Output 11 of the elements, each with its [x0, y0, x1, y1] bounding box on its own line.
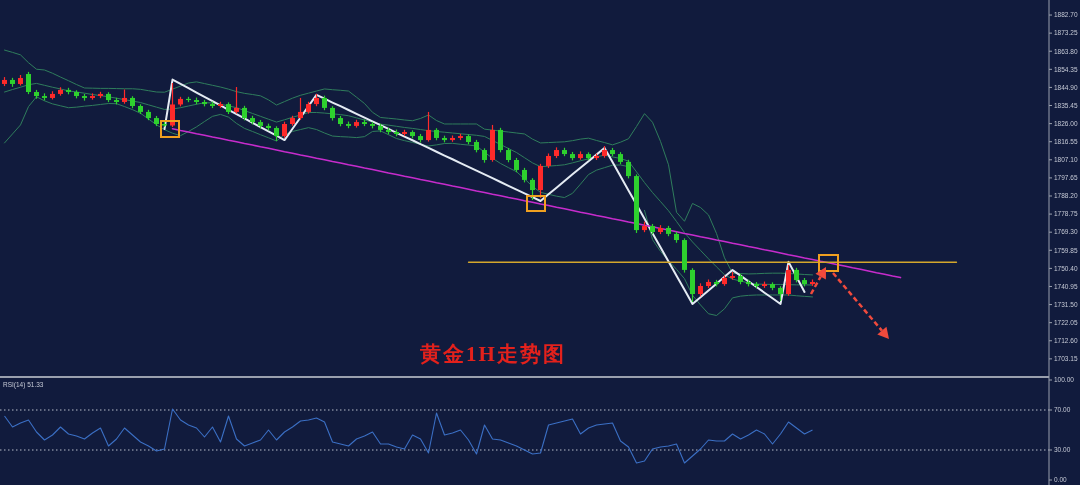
candlestick: [298, 97, 303, 121]
candlestick: [498, 127, 503, 153]
candlestick: [170, 82, 175, 128]
text: 黄金1H走势图: [419, 342, 566, 366]
candlestick: [26, 71, 31, 95]
candlestick: [234, 86, 239, 115]
candlestick: [426, 111, 431, 143]
candlestick: [530, 177, 535, 201]
candlestick: [626, 159, 631, 179]
line-series: [3, 408, 814, 464]
line-series: [4, 49, 813, 276]
